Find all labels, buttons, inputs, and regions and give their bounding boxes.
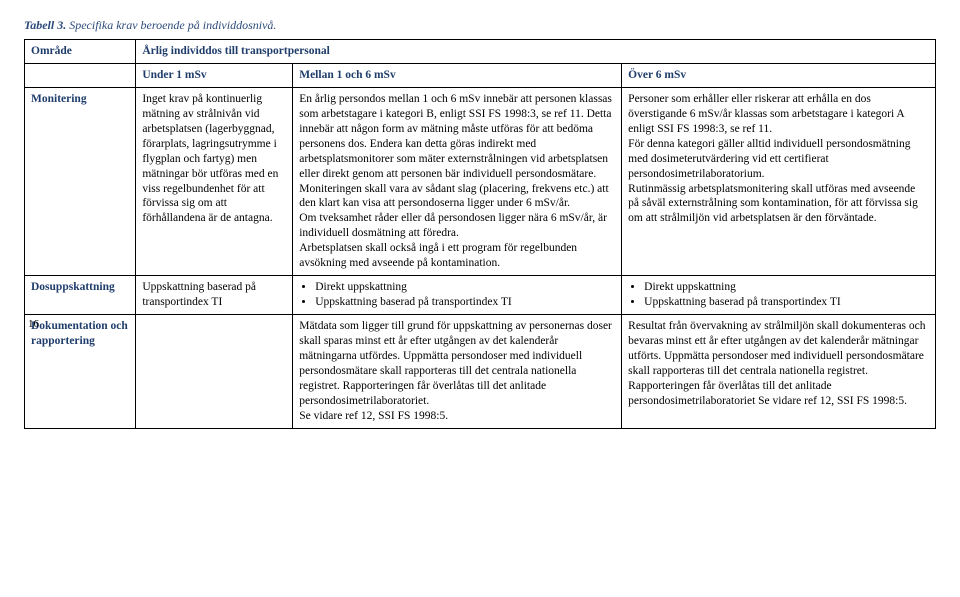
col-under: Under 1 mSv — [136, 63, 293, 87]
header-blank — [25, 63, 136, 87]
row-dosupp-mellan-item1: Direkt uppskattning — [315, 280, 615, 295]
caption-rest: Specifika krav beroende på individdosniv… — [66, 18, 276, 32]
table-caption: Tabell 3. Specifika krav beroende på ind… — [24, 18, 936, 33]
row-dosupp-mellan: Direkt uppskattning Uppskattning baserad… — [293, 276, 622, 315]
row-dok-mellan: Mätdata som ligger till grund för uppska… — [293, 315, 622, 429]
col-over: Över 6 mSv — [622, 63, 936, 87]
row-dok-under — [136, 315, 293, 429]
row-monitering-over: Personer som erhåller eller riskerar att… — [622, 87, 936, 275]
header-arlig: Årlig individdos till transportpersonal — [136, 40, 936, 64]
row-monitering-label: Monitering — [25, 87, 136, 275]
header-omrade: Område — [25, 40, 136, 64]
row-dosupp-over-item1: Direkt uppskattning — [644, 280, 929, 295]
requirements-table: Område Årlig individdos till transportpe… — [24, 39, 936, 429]
row-dosupp-over: Direkt uppskattning Uppskattning baserad… — [622, 276, 936, 315]
row-dosupp-over-item2: Uppskattning baserad på transportindex T… — [644, 295, 929, 310]
row-monitering-mellan: En årlig persondos mellan 1 och 6 mSv in… — [293, 87, 622, 275]
row-dosupp-mellan-item2: Uppskattning baserad på transportindex T… — [315, 295, 615, 310]
row-dosupp-label: Dosuppskattning — [25, 276, 136, 315]
row-monitering-under: Inget krav på kontinuerlig mätning av st… — [136, 87, 293, 275]
row-dok-label: Dokumentation och rapportering — [25, 315, 136, 429]
row-dosupp-under: Uppskattning baserad på transportindex T… — [136, 276, 293, 315]
page-side-number: 16 — [28, 318, 39, 330]
row-dok-over: Resultat från övervakning av strålmiljön… — [622, 315, 936, 429]
caption-bold: Tabell 3. — [24, 18, 66, 32]
col-mellan: Mellan 1 och 6 mSv — [293, 63, 622, 87]
